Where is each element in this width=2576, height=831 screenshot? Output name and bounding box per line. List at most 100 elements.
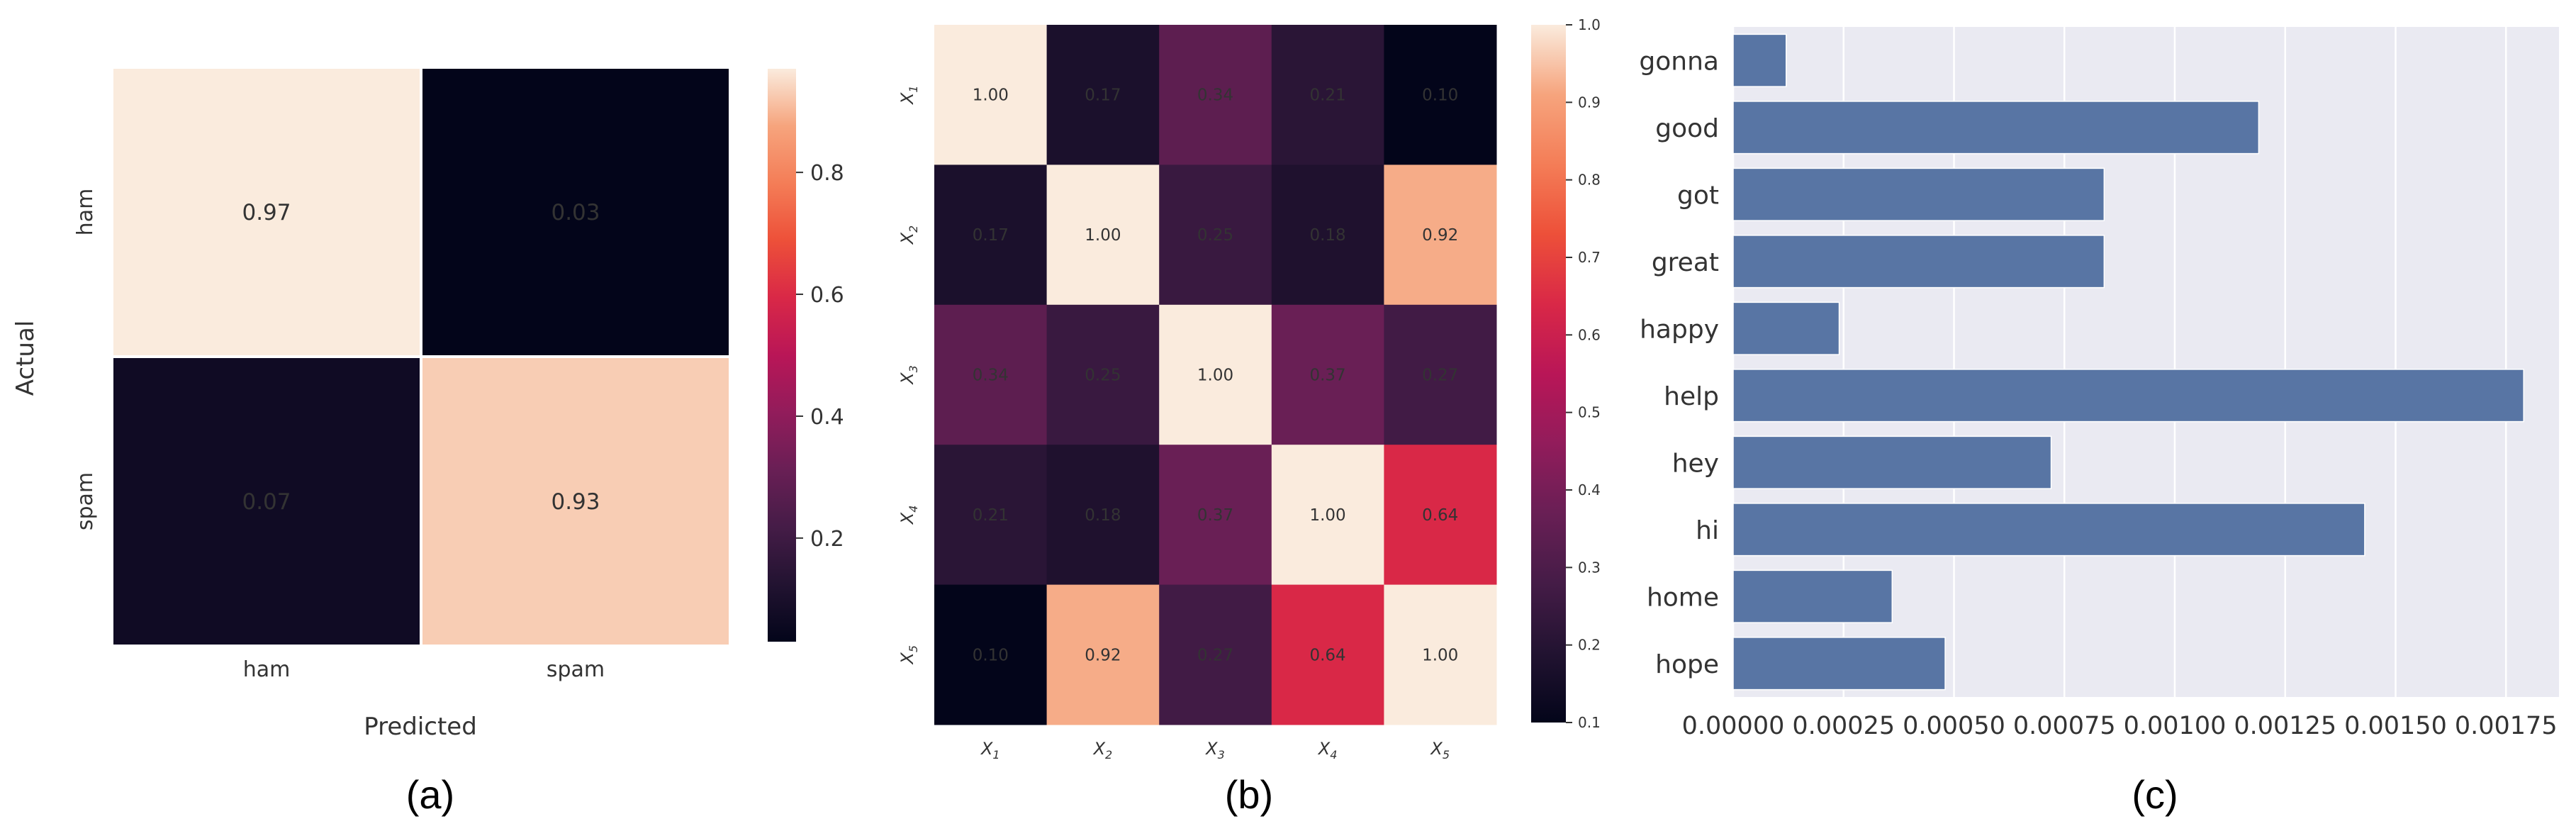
colorbar-tick-label-3: 0.4 [1578, 481, 1601, 498]
figure-label-c: (c) [2132, 772, 2178, 817]
y-tick-label-hey: hey [1672, 449, 1719, 478]
colorbar-tick-label-0: 0.1 [1578, 714, 1601, 731]
corr-value-4-2: 0.27 [1197, 646, 1233, 664]
matrix-cell-1-0 [113, 358, 420, 645]
corr-cell-0-4 [1384, 25, 1497, 165]
colorbar-tick-label-6: 0.7 [1578, 249, 1601, 266]
y-tick-label-hi: hi [1696, 516, 1719, 545]
corr-value-1-1: 1.00 [1085, 226, 1121, 245]
colorbar-tick-label-0: 0.2 [810, 527, 844, 552]
matrix-value-0-0: 0.97 [242, 200, 291, 225]
corr-cell-4-1 [1046, 584, 1160, 725]
colorbar-tick-label-2: 0.3 [1578, 559, 1601, 576]
y-tick-label-X2: X2 [897, 225, 920, 246]
corr-cell-3-3 [1271, 445, 1384, 586]
y-tick-label-hope: hope [1655, 650, 1719, 679]
corr-value-0-2: 0.34 [1197, 87, 1233, 105]
corr-value-2-0: 0.34 [973, 367, 1009, 385]
colorbar [1531, 25, 1566, 723]
corr-cell-2-3 [1271, 304, 1384, 445]
x-tick-label-4: 0.00100 [2124, 712, 2227, 740]
figure-label-b: (b) [1225, 772, 1273, 817]
colorbar-tick-label-1: 0.4 [810, 405, 844, 430]
bar-hey [1732, 435, 2052, 489]
corr-cell-3-4 [1384, 445, 1497, 586]
colorbar-tick-label-9: 1.0 [1578, 16, 1601, 33]
x-tick-label-spam: spam [547, 657, 605, 682]
corr-cell-1-3 [1271, 164, 1384, 306]
corr-value-3-2: 0.37 [1197, 506, 1233, 525]
corr-value-0-0: 1.00 [973, 87, 1009, 105]
corr-value-2-1: 0.25 [1085, 367, 1121, 385]
corr-cell-1-1 [1046, 164, 1160, 306]
corr-cell-2-0 [934, 304, 1048, 445]
corr-cell-3-1 [1046, 445, 1160, 586]
corr-value-0-1: 0.17 [1085, 87, 1121, 105]
corr-cell-3-0 [934, 445, 1048, 586]
y-axis-label: Actual [11, 320, 40, 396]
corr-value-0-4: 0.10 [1422, 87, 1458, 105]
corr-cell-2-1 [1046, 304, 1160, 445]
y-tick-label-happy: happy [1640, 315, 1719, 344]
colorbar-tick-label-1: 0.2 [1578, 637, 1601, 654]
corr-cell-4-4 [1384, 584, 1497, 725]
matrix-cell-0-1 [422, 69, 729, 355]
y-tick-label-X3: X3 [897, 365, 920, 386]
corr-value-3-1: 0.18 [1085, 506, 1121, 525]
y-tick-label-X4: X4 [897, 506, 920, 526]
corr-cell-4-0 [934, 584, 1048, 725]
colorbar-tick-label-3: 0.8 [810, 161, 844, 186]
x-tick-label-X4: X4 [1317, 739, 1338, 762]
colorbar-tick-label-4: 0.5 [1578, 404, 1601, 421]
corr-value-1-4: 0.92 [1422, 226, 1458, 245]
corr-cell-0-0 [934, 25, 1048, 165]
matrix-cell-1-1 [422, 358, 729, 645]
x-tick-label-X5: X5 [1429, 739, 1450, 762]
colorbar-tick-label-7: 0.8 [1578, 172, 1601, 189]
colorbar-tick-label-8: 0.9 [1578, 94, 1601, 111]
corr-value-4-4: 1.00 [1422, 646, 1458, 664]
corr-cell-0-2 [1159, 25, 1272, 165]
bar-good [1732, 101, 2260, 155]
y-tick-label-X1: X1 [897, 85, 920, 106]
corr-value-3-3: 1.00 [1309, 506, 1345, 525]
x-tick-label-X1: X1 [980, 739, 1000, 762]
x-tick-label-ham: ham [243, 657, 291, 682]
corr-value-0-3: 0.21 [1309, 87, 1345, 105]
corr-value-3-4: 0.64 [1422, 506, 1458, 525]
x-tick-label-X2: X2 [1092, 739, 1113, 762]
corr-cell-2-2 [1159, 304, 1272, 445]
y-tick-label-good: good [1655, 114, 1719, 143]
bar-gonna [1732, 33, 1787, 87]
x-tick-label-1: 0.00025 [1792, 712, 1895, 740]
matrix-value-1-1: 0.93 [551, 489, 600, 515]
corr-value-2-4: 0.27 [1422, 367, 1458, 385]
colorbar [768, 69, 796, 642]
x-tick-label-5: 0.00125 [2234, 712, 2336, 740]
bar-happy [1732, 301, 1840, 355]
y-tick-label-X5: X5 [897, 645, 920, 666]
corr-cell-1-0 [934, 164, 1048, 306]
corr-cell-2-4 [1384, 304, 1497, 445]
corr-cell-3-2 [1159, 445, 1272, 586]
y-tick-label-great: great [1652, 248, 1719, 277]
bar-hope [1732, 637, 1946, 691]
y-tick-label-ham: ham [73, 189, 98, 236]
word-importance-bar-chart: 0.00000 0.00025 0.00050 0.00075 0.00100 0.001… [1639, 27, 2559, 740]
correlation-heatmap-chart: 1.00 0.17 0.34 0.21 0.10 0.17 1.00 0.25 0.18 0.92… [897, 16, 1601, 762]
corr-value-4-0: 0.10 [973, 646, 1009, 664]
y-tick-label-got: got [1677, 181, 1719, 210]
corr-value-4-1: 0.92 [1085, 646, 1121, 664]
confusion-matrix-chart: 0.97 0.03 0.07 0.93 ham spam ham spam Predicted A… [11, 69, 844, 741]
corr-cell-1-2 [1159, 164, 1272, 306]
colorbar-tick-label-2: 0.6 [810, 283, 844, 308]
corr-value-3-0: 0.21 [973, 506, 1009, 525]
y-tick-label-help: help [1664, 382, 1719, 411]
corr-cell-4-3 [1271, 584, 1384, 725]
x-axis-label: Predicted [364, 713, 477, 741]
corr-value-1-3: 0.18 [1309, 226, 1345, 245]
bar-hi [1732, 503, 2365, 557]
corr-cell-0-3 [1271, 25, 1384, 165]
x-tick-label-X3: X3 [1204, 739, 1225, 762]
